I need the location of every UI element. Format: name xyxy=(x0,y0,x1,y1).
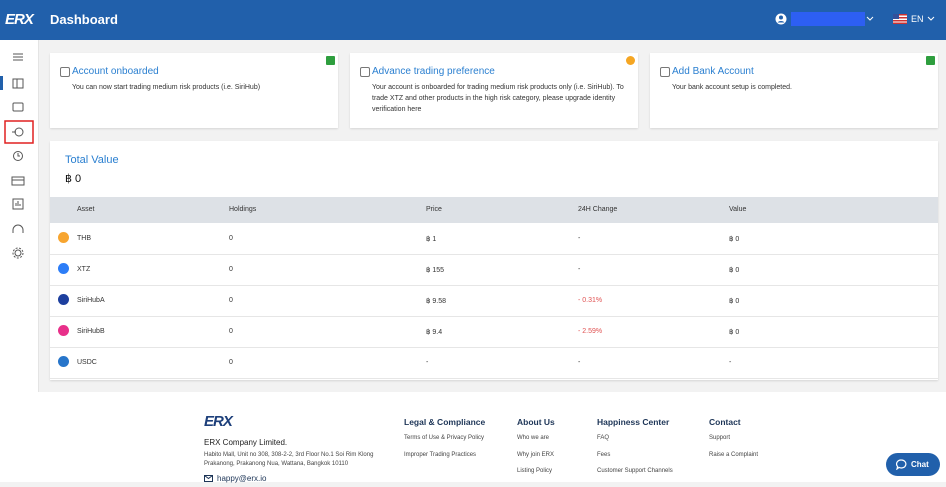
chevron[interactable] xyxy=(866,16,874,22)
card-text: You can now start trading medium risk pr… xyxy=(72,84,261,91)
asset-name: SiriHubB xyxy=(77,328,105,335)
card-icon xyxy=(360,67,370,77)
asset-name: THB xyxy=(77,235,91,242)
card-title[interactable]: Account onboarded xyxy=(72,66,159,77)
asset-icon xyxy=(58,325,69,336)
status-card: Advance trading preference Your account i… xyxy=(350,53,638,128)
top-bar: ERX Dashboard EN xyxy=(0,0,946,40)
sidebar xyxy=(0,40,39,482)
asset-row[interactable]: THB 0 ฿ 1 - ฿ 0 xyxy=(50,223,938,255)
holdings: 0 xyxy=(229,359,233,366)
logo[interactable]: ERX xyxy=(5,11,34,28)
price: ฿ 9.58 xyxy=(426,298,447,305)
change: - 0.31% xyxy=(578,297,603,304)
footer-heading: Legal & Compliance xyxy=(404,417,486,427)
status-card: Add Bank Account Your bank account setup … xyxy=(650,53,938,128)
holdings: 0 xyxy=(229,328,233,335)
change: - 2.59% xyxy=(578,328,603,335)
footer-link[interactable]: Customer Support Channels xyxy=(597,468,673,474)
footer-heading: Contact xyxy=(709,417,741,427)
asset-row[interactable]: SiriHubA 0 ฿ 9.58 - 0.31% ฿ 0 xyxy=(50,285,938,317)
total-value: ฿ 0 xyxy=(65,173,82,185)
holdings: 0 xyxy=(229,235,233,242)
column-header: Holdings xyxy=(229,206,257,213)
footer-link[interactable]: Raise a Complaint xyxy=(709,451,759,458)
footer-heading: About Us xyxy=(517,417,555,427)
footer: ERX ERX Company Limited. Habito Mall, Un… xyxy=(38,392,946,483)
value: - xyxy=(729,359,732,366)
asset-icon xyxy=(58,232,69,243)
user-name-redacted[interactable] xyxy=(791,12,865,26)
table-header: Asset Holdings Price 24H Change Value xyxy=(50,197,938,223)
portfolio-title: Total Value xyxy=(65,154,119,166)
status-badge xyxy=(326,56,335,65)
card-text: Your bank account setup is completed. xyxy=(672,84,792,91)
status-badge xyxy=(626,56,635,65)
column-header: Value xyxy=(729,206,747,213)
asset-icon xyxy=(58,356,69,367)
footer-link[interactable]: Fees xyxy=(597,451,611,458)
footer-link[interactable]: Terms of Use & Privacy Policy xyxy=(404,435,485,441)
language[interactable]: EN xyxy=(911,14,924,24)
chat-label: Chat xyxy=(911,460,929,469)
card-title[interactable]: Add Bank Account xyxy=(672,66,754,77)
price: - xyxy=(426,359,429,366)
value: ฿ 0 xyxy=(729,236,740,243)
asset-name: USDC xyxy=(77,359,97,366)
value: ฿ 0 xyxy=(729,267,740,274)
sidebar-icons[interactable] xyxy=(0,40,38,482)
price: ฿ 155 xyxy=(426,267,445,274)
asset-row[interactable]: USDC 0 - - - xyxy=(50,347,938,379)
footer-link[interactable]: Who we are xyxy=(517,435,550,441)
card-icon xyxy=(60,67,70,77)
footer-link[interactable]: Support xyxy=(709,435,731,441)
address-line: Habito Mall, Unit no 308, 308-2-2, 3rd F… xyxy=(204,452,374,458)
footer-link[interactable]: Improper Trading Practices xyxy=(404,451,477,458)
portfolio-card: Total Value ฿ 0 Asset Holdings Price 24H Ch… xyxy=(50,141,938,380)
footer-logo: ERX xyxy=(204,413,233,430)
value: ฿ 0 xyxy=(729,329,740,336)
change: - xyxy=(578,266,581,273)
mail-icon xyxy=(204,475,213,482)
company-name: ERX Company Limited. xyxy=(204,438,288,447)
footer-link[interactable]: Why join ERX xyxy=(517,451,555,458)
footer-link[interactable]: Listing Policy xyxy=(517,468,553,474)
asset-icon xyxy=(58,263,69,274)
status-badge xyxy=(926,56,935,65)
column-header: Asset xyxy=(77,206,95,213)
flag-us[interactable] xyxy=(893,14,907,24)
change: - xyxy=(578,359,581,366)
chat-button[interactable]: Chat xyxy=(886,453,940,476)
price: ฿ 1 xyxy=(426,236,437,243)
change: - xyxy=(578,235,581,242)
card-icon xyxy=(660,67,670,77)
email[interactable]: happy@erx.io xyxy=(217,474,267,483)
holdings: 0 xyxy=(229,266,233,273)
price: ฿ 9.4 xyxy=(426,329,443,336)
asset-row[interactable]: SiriHubB 0 ฿ 9.4 - 2.59% ฿ 0 xyxy=(50,316,938,348)
address-line: Prakanong, Prakanong Nua, Wattana, Bangk… xyxy=(204,461,349,467)
footer-link[interactable]: FAQ xyxy=(597,435,610,441)
status-card: Account onboarded You can now start tradi… xyxy=(50,53,338,128)
asset-name: XTZ xyxy=(77,266,91,273)
card-title[interactable]: Advance trading preference xyxy=(372,66,495,77)
asset-name: SiriHubA xyxy=(77,297,105,304)
holdings: 0 xyxy=(229,297,233,304)
asset-row[interactable]: XTZ 0 ฿ 155 - ฿ 0 xyxy=(50,254,938,286)
chevron[interactable] xyxy=(927,16,935,22)
value: ฿ 0 xyxy=(729,298,740,305)
column-header: Price xyxy=(426,206,442,213)
column-header: 24H Change xyxy=(578,206,618,213)
user-icon[interactable] xyxy=(775,13,787,25)
page-title: Dashboard xyxy=(50,12,118,27)
footer-heading: Happiness Center xyxy=(597,417,670,427)
asset-icon xyxy=(58,294,69,305)
chat-icon xyxy=(896,459,907,470)
card-text: Your account is onboarded for trading me… xyxy=(372,84,624,113)
